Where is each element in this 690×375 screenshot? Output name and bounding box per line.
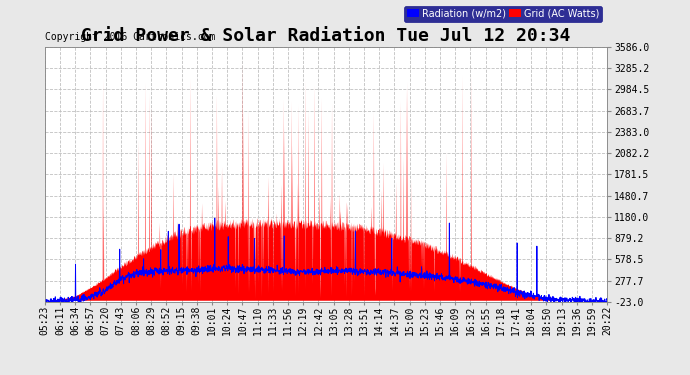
Legend: Radiation (w/m2), Grid (AC Watts): Radiation (w/m2), Grid (AC Watts) [404, 6, 602, 22]
Text: Copyright 2016 Cartronics.com: Copyright 2016 Cartronics.com [45, 32, 215, 42]
Title: Grid Power & Solar Radiation Tue Jul 12 20:34: Grid Power & Solar Radiation Tue Jul 12 … [81, 27, 571, 45]
